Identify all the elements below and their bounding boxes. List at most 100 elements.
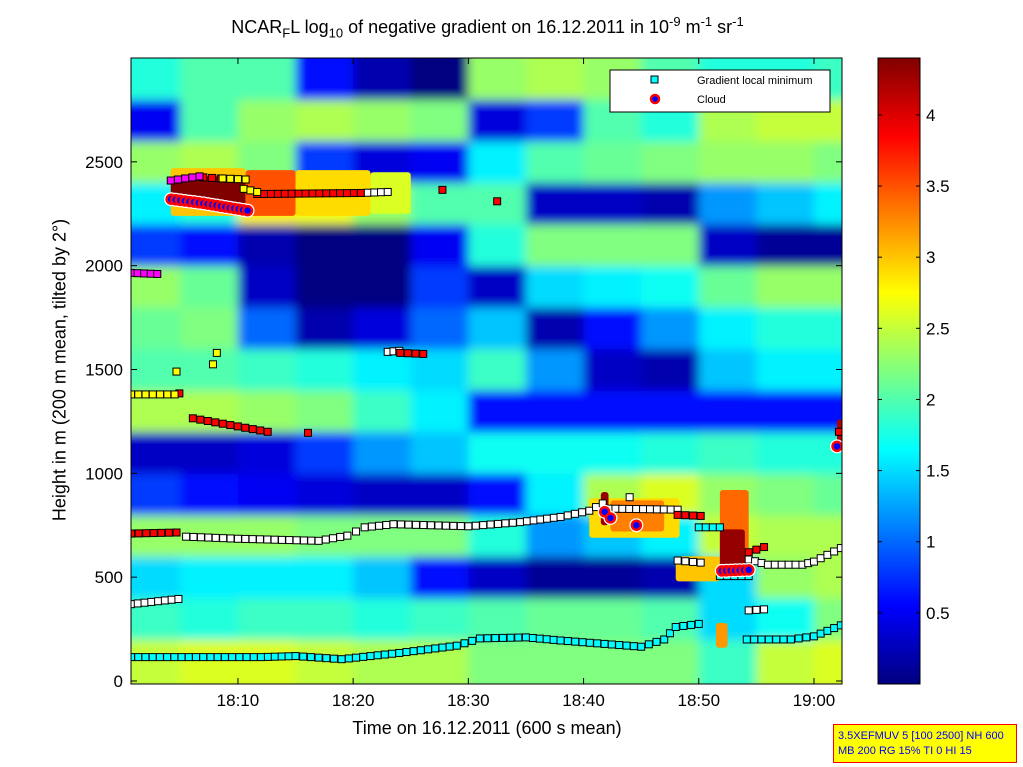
gradient-minimum-marker bbox=[618, 504, 627, 513]
gradient-minimum-marker bbox=[556, 636, 565, 645]
heatmap-cell bbox=[410, 265, 469, 308]
gradient-minimum-marker bbox=[809, 557, 818, 566]
gradient-minimum-marker bbox=[235, 653, 244, 662]
cloud-marker bbox=[241, 204, 254, 217]
gradient-minimum-marker bbox=[673, 510, 682, 519]
gradient-minimum-marker bbox=[763, 560, 772, 569]
gradient-minimum-marker bbox=[629, 642, 638, 651]
gradient-minimum-marker bbox=[266, 189, 275, 198]
x-tick-label: 18:50 bbox=[677, 691, 720, 710]
cloud-marker bbox=[604, 512, 617, 524]
heatmap-cell bbox=[525, 58, 585, 101]
gradient-minimum-marker bbox=[370, 188, 379, 197]
gradient-minimum-marker bbox=[322, 189, 331, 198]
gradient-minimum-marker bbox=[681, 511, 690, 520]
gradient-minimum-marker bbox=[249, 653, 258, 662]
gradient-minimum-marker bbox=[196, 415, 205, 424]
heatmap-cell bbox=[525, 390, 585, 433]
heatmap-cell bbox=[131, 307, 181, 350]
heatmap-cell bbox=[131, 473, 181, 516]
gradient-minimum-marker bbox=[508, 518, 517, 527]
heatmap-cell bbox=[295, 265, 354, 308]
y-tick-label: 1000 bbox=[85, 464, 123, 483]
heatmap-cell bbox=[295, 348, 354, 391]
gradient-minimum-marker bbox=[383, 187, 392, 196]
heatmap-cell bbox=[756, 639, 815, 684]
gradient-minimum-marker bbox=[277, 652, 286, 661]
gradient-minimum-marker bbox=[352, 527, 361, 536]
gradient-minimum-marker bbox=[689, 511, 698, 520]
y-tick-label: 2000 bbox=[85, 257, 123, 276]
y-tick-label: 0 bbox=[114, 672, 123, 691]
heatmap-cell bbox=[813, 141, 842, 184]
heatmap-cell bbox=[410, 58, 469, 101]
gradient-minimum-marker bbox=[306, 653, 315, 662]
gradient-minimum-marker bbox=[212, 348, 221, 357]
heatmap-cell bbox=[237, 58, 297, 101]
heatmap-cell bbox=[131, 348, 181, 391]
heatmap-cell bbox=[131, 58, 181, 101]
heatmap-cell bbox=[756, 224, 815, 267]
gradient-minimum-marker bbox=[816, 629, 825, 638]
gradient-minimum-marker bbox=[246, 186, 255, 195]
title-text: sr bbox=[712, 17, 733, 37]
gradient-minimum-marker bbox=[600, 639, 609, 648]
gradient-minimum-marker bbox=[389, 520, 398, 529]
gradient-minimum-marker bbox=[241, 534, 250, 543]
heatmap-cell bbox=[583, 390, 642, 433]
markers bbox=[131, 172, 842, 664]
gradient-minimum-marker bbox=[570, 509, 579, 518]
gradient-minimum-marker bbox=[181, 174, 190, 183]
heatmap-cell bbox=[180, 639, 239, 684]
gradient-minimum-marker bbox=[329, 189, 338, 198]
heatmap-cell bbox=[468, 265, 527, 308]
gradient-minimum-marker bbox=[367, 522, 376, 531]
gradient-minimum-marker bbox=[404, 520, 413, 529]
title-superscript: -1 bbox=[700, 14, 713, 29]
gradient-minimum-marker bbox=[701, 523, 710, 532]
gradient-minimum-marker bbox=[673, 556, 682, 565]
gradient-minimum-marker bbox=[660, 635, 669, 644]
heatmap-cell bbox=[525, 639, 585, 684]
gradient-minimum-marker bbox=[483, 634, 492, 643]
heatmap-cell bbox=[756, 265, 815, 308]
gradient-minimum-marker bbox=[167, 595, 176, 604]
gradient-minimum-marker bbox=[645, 505, 654, 514]
gradient-minimum-marker bbox=[823, 626, 832, 635]
gradient-minimum-marker bbox=[652, 505, 661, 514]
cloud-marker bbox=[630, 519, 643, 531]
gradient-minimum-marker bbox=[585, 506, 594, 515]
gradient-minimum-marker bbox=[449, 521, 458, 530]
x-tick-label: 18:10 bbox=[217, 691, 260, 710]
gradient-minimum-marker bbox=[287, 189, 296, 198]
gradient-minimum-marker bbox=[206, 653, 215, 662]
gradient-minimum-marker bbox=[779, 635, 788, 644]
legend-label-gradient: Gradient local minimum bbox=[697, 75, 813, 87]
heatmap-cell bbox=[583, 431, 642, 474]
heatmap-cell bbox=[583, 307, 642, 350]
gradient-minimum-marker bbox=[382, 520, 391, 529]
gradient-minimum-marker bbox=[166, 176, 175, 185]
gradient-minimum-marker bbox=[308, 189, 317, 198]
heatmap-cell bbox=[468, 390, 527, 433]
heatmap bbox=[131, 58, 842, 684]
heatmap-cell bbox=[756, 307, 815, 350]
gradient-minimum-marker bbox=[438, 643, 447, 652]
gradient-minimum-marker bbox=[233, 175, 242, 184]
x-tick-label: 18:30 bbox=[447, 691, 490, 710]
gradient-minimum-marker bbox=[147, 597, 156, 606]
heatmap-cell bbox=[698, 639, 757, 684]
heatmap-cell bbox=[813, 348, 842, 391]
heatmap-cell bbox=[410, 390, 469, 433]
gradient-minimum-marker bbox=[337, 655, 346, 664]
gradient-minimum-marker bbox=[549, 513, 558, 522]
heatmap-cell bbox=[583, 348, 642, 391]
gradient-minimum-marker bbox=[671, 623, 680, 632]
y-tick-label: 500 bbox=[95, 568, 123, 587]
gradient-minimum-marker bbox=[563, 637, 572, 646]
heatmap-cell bbox=[583, 597, 642, 640]
heatmap-cell bbox=[525, 556, 585, 599]
gradient-minimum-marker bbox=[208, 360, 217, 369]
gradient-minimum-marker bbox=[659, 505, 668, 514]
gradient-minimum-marker bbox=[134, 653, 143, 662]
